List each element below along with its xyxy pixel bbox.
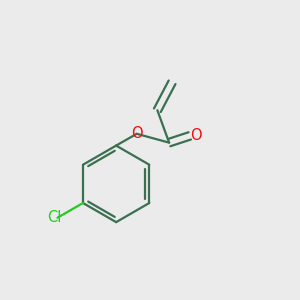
Text: O: O: [131, 126, 142, 141]
Text: Cl: Cl: [47, 210, 62, 225]
Text: O: O: [190, 128, 202, 143]
